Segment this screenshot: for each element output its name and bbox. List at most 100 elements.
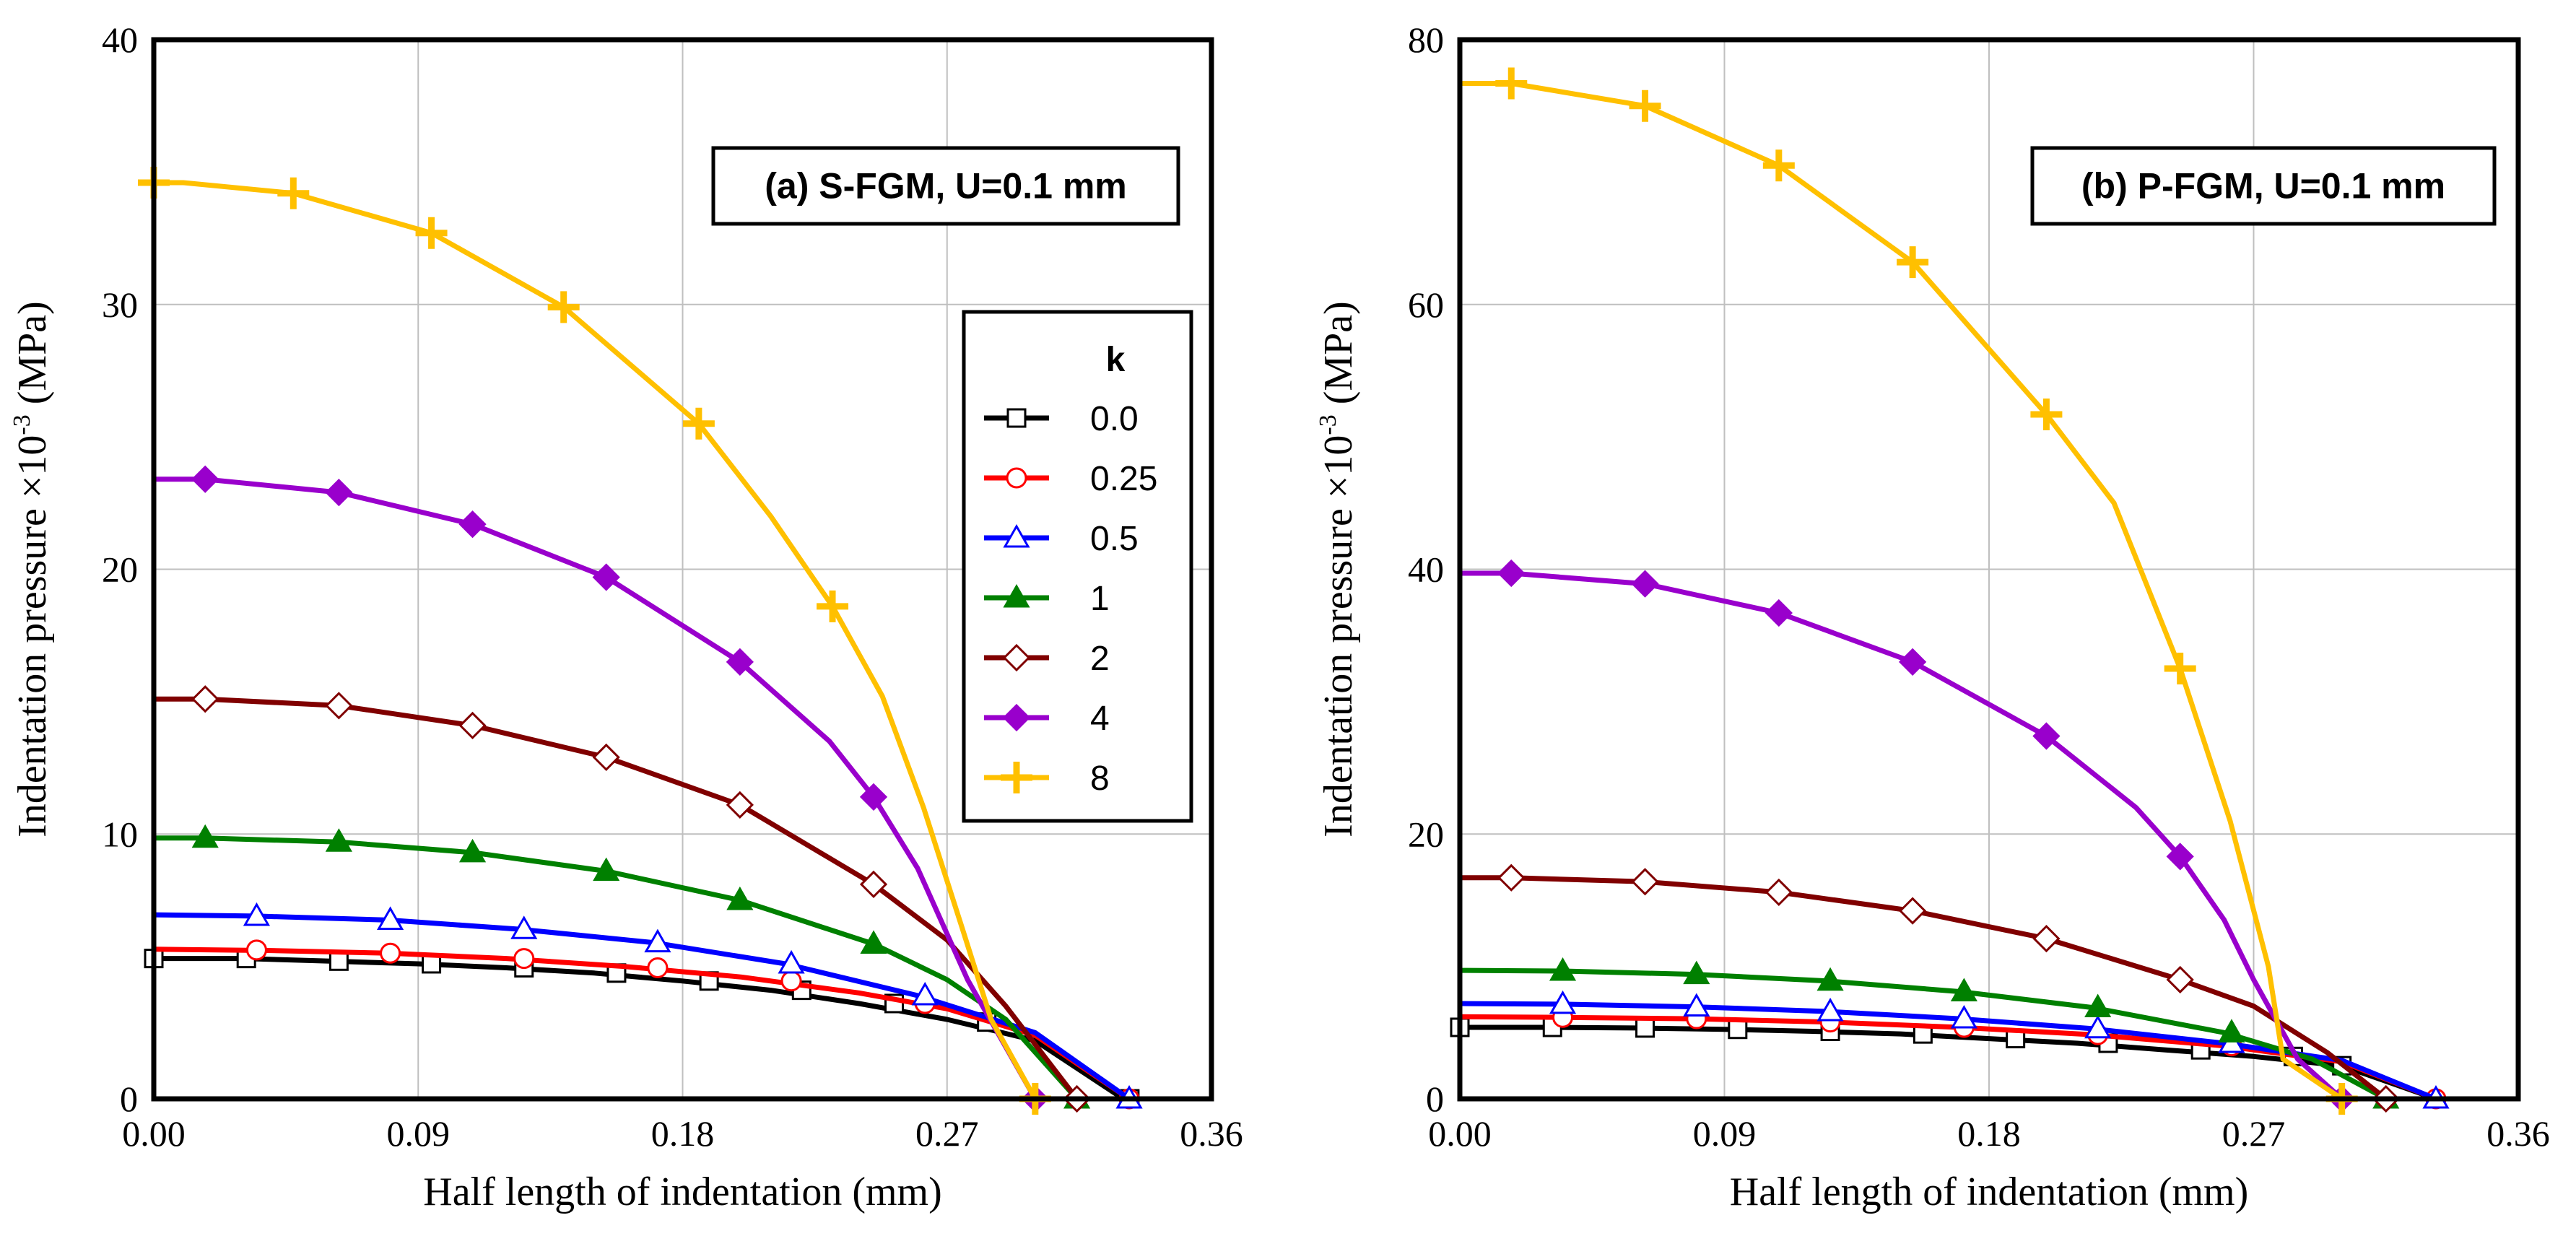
- data-point: [1495, 67, 1528, 100]
- y-tick-label: 40: [1408, 549, 1444, 590]
- legend-label: 2: [1090, 640, 1110, 678]
- x-tick-label: 0.18: [651, 1113, 715, 1154]
- data-point: [1549, 990, 1577, 1014]
- data-point: [2218, 1019, 2245, 1043]
- data-point: [1897, 246, 1929, 279]
- data-point: [513, 948, 535, 970]
- data-point: [817, 590, 849, 622]
- y-tick-label: 20: [102, 549, 138, 590]
- data-point: [191, 824, 219, 848]
- legend-item-k-1: 1: [984, 580, 1110, 618]
- legend-box: [962, 310, 1193, 823]
- data-point: [778, 949, 805, 974]
- data-point: [325, 692, 353, 720]
- y-axis-title: Indentation pressure ×10-3 (MPa): [9, 301, 55, 837]
- y-tick-label: 30: [102, 284, 138, 325]
- data-point: [859, 783, 888, 811]
- data-point: [325, 479, 353, 507]
- data-point: [726, 648, 754, 676]
- data-point: [1899, 897, 1927, 925]
- data-point: [380, 942, 401, 964]
- legend-marker: [1002, 703, 1031, 732]
- panel-title: (a) S-FGM, U=0.1 mm: [765, 166, 1127, 206]
- data-point: [726, 791, 754, 819]
- panel-title-box: [2030, 146, 2497, 226]
- legend-label: 0.0: [1090, 400, 1139, 438]
- data-point: [1765, 878, 1793, 907]
- data-point: [1683, 960, 1710, 985]
- data-point: [592, 743, 620, 772]
- data-point: [2084, 993, 2112, 1017]
- legend-label: 4: [1090, 700, 1110, 738]
- data-point: [860, 930, 887, 954]
- data-point: [458, 838, 487, 863]
- series-k-4: [1457, 559, 2356, 1113]
- data-point: [415, 217, 448, 249]
- data-point: [592, 563, 620, 591]
- data-point: [2164, 653, 2196, 685]
- data-point: [1631, 570, 1659, 598]
- x-tick-label: 0.00: [122, 1113, 186, 1154]
- legend-title: k: [1106, 341, 1126, 379]
- x-tick-label: 0.00: [1428, 1113, 1492, 1154]
- x-axis-title: Half length of indentation (mm): [1730, 1170, 2248, 1214]
- data-point: [1950, 1005, 1977, 1029]
- legend-label: 0.5: [1090, 520, 1139, 558]
- data-point: [2032, 924, 2061, 953]
- legend-label: 1: [1090, 580, 1110, 618]
- series-k-0.5: [151, 902, 1143, 1109]
- data-point: [1497, 559, 1526, 588]
- data-point: [1728, 1019, 1748, 1040]
- data-point: [243, 902, 271, 926]
- series-k-2: [1457, 863, 2400, 1113]
- data-point: [328, 951, 349, 971]
- data-point: [647, 957, 669, 978]
- data-point: [1549, 957, 1577, 981]
- series-k-4: [151, 465, 1049, 1113]
- data-point: [726, 886, 754, 910]
- data-point: [2084, 1014, 2112, 1039]
- legend-item-k-8: 8: [984, 760, 1110, 798]
- data-point: [1950, 978, 1977, 1001]
- data-point: [377, 906, 404, 930]
- x-tick-label: 0.27: [2222, 1113, 2286, 1154]
- data-point: [458, 510, 487, 539]
- data-point: [780, 970, 802, 992]
- data-point: [1816, 967, 1844, 991]
- legend-item-k-0.25: 0.25: [984, 460, 1157, 498]
- data-point: [1635, 1018, 1655, 1038]
- panel-title-box: [711, 146, 1180, 226]
- x-tick-label: 0.27: [915, 1113, 979, 1154]
- data-point: [2166, 965, 2194, 994]
- data-point: [1497, 863, 1526, 892]
- legend-marker: [1001, 762, 1032, 793]
- data-point: [644, 928, 671, 953]
- legend-item-k-0.0: 0.0: [984, 400, 1139, 438]
- y-tick-label: 0: [120, 1079, 138, 1119]
- legend-marker: [1002, 643, 1031, 672]
- data-point: [191, 685, 219, 713]
- panel-title: (b) P-FGM, U=0.1 mm: [2081, 166, 2445, 206]
- legend-item-k-0.5: 0.5: [984, 520, 1139, 558]
- data-point: [245, 939, 267, 961]
- legend-label: 0.25: [1090, 460, 1157, 498]
- series-line: [1457, 81, 2345, 1102]
- x-tick-label: 0.09: [387, 1113, 451, 1154]
- y-tick-label: 60: [1408, 284, 1444, 325]
- y-tick-label: 80: [1408, 19, 1444, 60]
- data-point: [1683, 993, 1710, 1017]
- legend-marker: [1003, 583, 1030, 608]
- legend-label: 8: [1090, 760, 1110, 798]
- series-k-0.0: [144, 949, 1140, 1109]
- x-axis-title: Half length of indentation (mm): [423, 1170, 941, 1214]
- series-line: [151, 956, 1126, 1102]
- data-point: [859, 870, 888, 899]
- y-tick-label: 40: [102, 19, 138, 60]
- data-point: [2030, 398, 2063, 430]
- data-point: [682, 407, 715, 440]
- data-point: [593, 857, 620, 882]
- y-tick-label: 10: [102, 814, 138, 854]
- legend-item-k-2: 2: [984, 640, 1110, 678]
- x-tick-label: 0.36: [2486, 1113, 2550, 1154]
